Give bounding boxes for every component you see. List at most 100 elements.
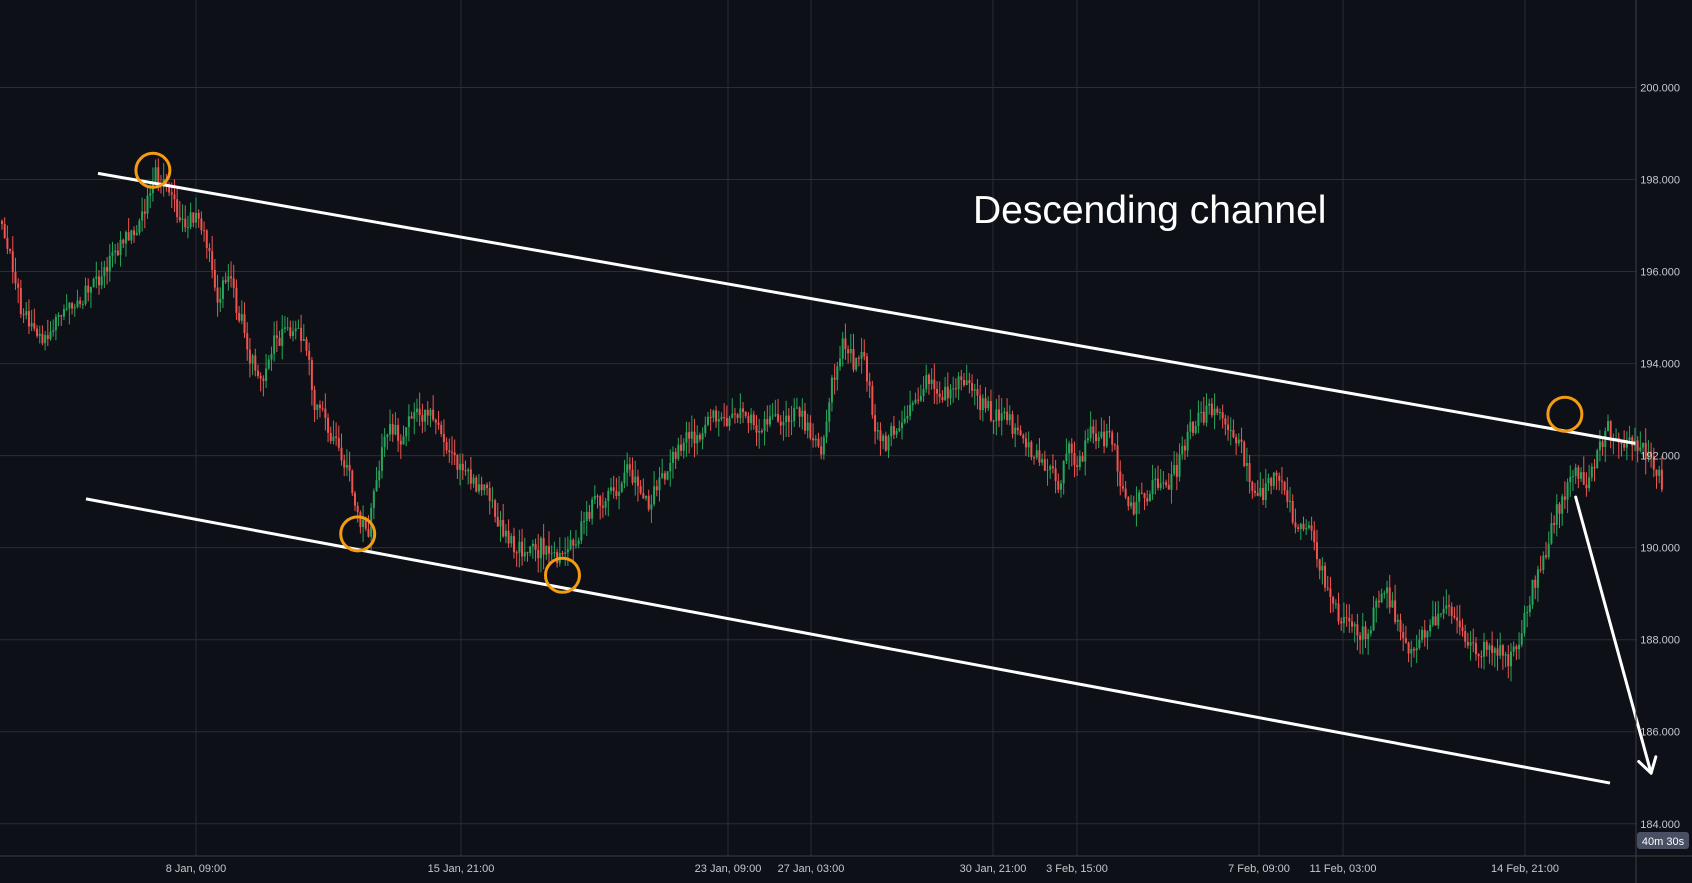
candle-body xyxy=(706,416,709,425)
candle-body xyxy=(634,476,637,483)
candle-body xyxy=(1542,555,1545,570)
candle-body xyxy=(1229,430,1232,432)
candle-body xyxy=(806,422,809,431)
candle-body xyxy=(636,476,639,487)
candle-body xyxy=(203,230,206,232)
candle-body xyxy=(364,519,367,529)
candle-body xyxy=(987,401,990,409)
candle-body xyxy=(763,419,766,432)
candle-body xyxy=(1014,427,1017,434)
grid xyxy=(0,0,1636,856)
candle-body xyxy=(1151,480,1154,495)
candle-body xyxy=(1464,631,1467,642)
candle-body xyxy=(534,543,537,550)
candle-body xyxy=(981,398,984,411)
candle-body xyxy=(14,271,17,284)
candle-body xyxy=(1377,600,1380,603)
candle-body xyxy=(820,446,823,455)
candle-body xyxy=(1512,646,1515,652)
candle-body xyxy=(138,220,141,233)
candle-body xyxy=(95,276,98,279)
candle-body xyxy=(1456,617,1459,621)
candle-body xyxy=(469,469,472,484)
candlestick-series xyxy=(1,158,1663,682)
candle-body xyxy=(803,410,806,431)
candle-body xyxy=(124,232,127,244)
candle-body xyxy=(954,388,957,390)
candle-body xyxy=(1116,445,1119,472)
candle-body xyxy=(1515,646,1518,650)
candle-body xyxy=(1097,437,1100,442)
x-tick-label: 7 Feb, 09:00 xyxy=(1228,863,1290,875)
candle-body xyxy=(1391,600,1394,608)
price-axis[interactable]: 184.000 186.000 188.000 190.000 192.000 194.0… xyxy=(1640,82,1680,830)
candle-body xyxy=(1501,645,1504,656)
candle-body xyxy=(801,410,804,417)
candle-body xyxy=(1526,611,1529,614)
candle-body xyxy=(1652,455,1655,470)
candle-body xyxy=(1138,492,1141,502)
candle-body xyxy=(1647,451,1650,459)
candle-body xyxy=(1084,440,1087,462)
candle-body xyxy=(52,330,55,332)
candle-body xyxy=(580,521,583,541)
candle-body xyxy=(830,377,833,403)
candle-body xyxy=(782,422,785,426)
candle-body xyxy=(1340,621,1343,624)
candle-body xyxy=(1655,469,1658,476)
candle-body xyxy=(73,306,76,309)
candle-body xyxy=(822,437,825,455)
candle-body xyxy=(41,333,44,344)
candle-body xyxy=(1563,496,1566,500)
candle-body xyxy=(1337,603,1340,622)
candle-body xyxy=(593,495,596,500)
candle-body xyxy=(779,421,782,426)
candle-body xyxy=(1,220,3,224)
candle-body xyxy=(1334,603,1337,605)
candle-body xyxy=(219,298,222,303)
candle-body xyxy=(1580,472,1583,479)
candle-body xyxy=(1278,475,1281,481)
y-tick-label: 192.000 xyxy=(1640,451,1680,463)
candle-body xyxy=(1421,629,1424,640)
candle-body xyxy=(601,505,604,508)
candle-body xyxy=(1267,478,1270,484)
candle-body xyxy=(240,314,243,321)
candle-body xyxy=(1496,648,1499,656)
candle-body xyxy=(394,424,397,435)
candle-body xyxy=(418,408,421,416)
candle-body xyxy=(898,428,901,431)
candle-body xyxy=(499,520,502,527)
candle-body xyxy=(445,442,448,451)
candle-body xyxy=(1539,569,1542,571)
candle-body xyxy=(335,436,338,439)
candle-body xyxy=(1189,421,1192,432)
candle-body xyxy=(267,359,270,369)
candle-body xyxy=(1453,615,1456,618)
candle-body xyxy=(1483,641,1486,657)
candle-body xyxy=(733,413,736,415)
candle-body xyxy=(685,432,688,443)
candle-body xyxy=(302,339,305,341)
time-axis[interactable]: 8 Jan, 09:00 15 Jan, 21:00 23 Jan, 09:00 27… xyxy=(166,863,1559,875)
candle-body xyxy=(1423,629,1426,638)
candle-body xyxy=(1313,530,1316,543)
candle-body xyxy=(591,499,594,519)
candle-body xyxy=(389,423,392,435)
candle-body xyxy=(742,408,745,412)
candle-body xyxy=(1280,480,1283,483)
candle-body xyxy=(529,546,532,554)
pivot-circle xyxy=(543,556,581,594)
candle-body xyxy=(1076,465,1079,467)
candle-body xyxy=(1585,484,1588,489)
candle-body xyxy=(548,546,551,554)
candle-body xyxy=(1345,617,1348,619)
y-tick-label: 190.000 xyxy=(1640,543,1680,555)
candle-body xyxy=(599,496,602,506)
candle-body xyxy=(19,287,22,315)
candle-body xyxy=(230,276,233,279)
candle-body xyxy=(639,486,642,494)
candle-body xyxy=(127,232,130,241)
candle-body xyxy=(351,470,354,494)
